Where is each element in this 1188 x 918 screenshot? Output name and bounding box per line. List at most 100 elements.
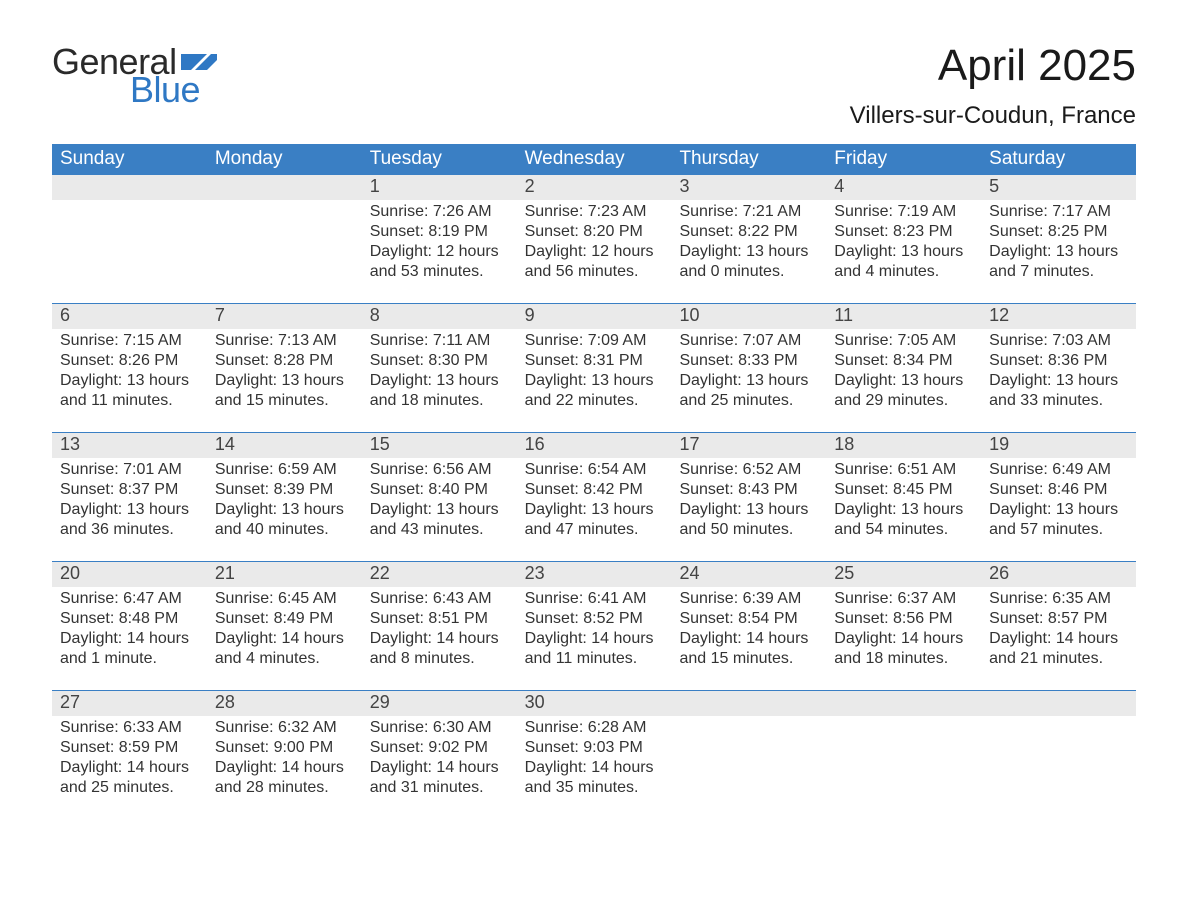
day-details: Sunrise: 6:47 AMSunset: 8:48 PMDaylight:… (52, 587, 207, 673)
sunset-text: Sunset: 8:46 PM (989, 480, 1128, 500)
sunrise-text: Sunrise: 6:54 AM (525, 460, 664, 480)
sunrise-text: Sunrise: 6:52 AM (679, 460, 818, 480)
day-number: 10 (671, 304, 826, 329)
day-number: 26 (981, 562, 1136, 587)
calendar-day (826, 691, 981, 819)
calendar-day (207, 175, 362, 303)
day-details: Sunrise: 6:45 AMSunset: 8:49 PMDaylight:… (207, 587, 362, 673)
day-number: 5 (981, 175, 1136, 200)
sunset-text: Sunset: 8:40 PM (370, 480, 509, 500)
calendar-week: 20Sunrise: 6:47 AMSunset: 8:48 PMDayligh… (52, 561, 1136, 690)
sunset-text: Sunset: 8:56 PM (834, 609, 973, 629)
weekday-header: Sunday (52, 144, 207, 175)
sunset-text: Sunset: 8:20 PM (525, 222, 664, 242)
day-number (826, 691, 981, 716)
calendar-day: 21Sunrise: 6:45 AMSunset: 8:49 PMDayligh… (207, 562, 362, 690)
sunset-text: Sunset: 8:31 PM (525, 351, 664, 371)
calendar-day (671, 691, 826, 819)
day-number: 28 (207, 691, 362, 716)
day-details: Sunrise: 7:13 AMSunset: 8:28 PMDaylight:… (207, 329, 362, 415)
calendar-day: 8Sunrise: 7:11 AMSunset: 8:30 PMDaylight… (362, 304, 517, 432)
title-block: April 2025 Villers-sur-Coudun, France (850, 44, 1136, 130)
daylight-text: Daylight: 13 hours and 4 minutes. (834, 242, 973, 282)
calendar-day: 6Sunrise: 7:15 AMSunset: 8:26 PMDaylight… (52, 304, 207, 432)
day-number (981, 691, 1136, 716)
day-details: Sunrise: 7:07 AMSunset: 8:33 PMDaylight:… (671, 329, 826, 415)
sunset-text: Sunset: 8:36 PM (989, 351, 1128, 371)
day-number: 24 (671, 562, 826, 587)
day-number: 4 (826, 175, 981, 200)
calendar-day: 12Sunrise: 7:03 AMSunset: 8:36 PMDayligh… (981, 304, 1136, 432)
daylight-text: Daylight: 14 hours and 18 minutes. (834, 629, 973, 669)
day-number: 3 (671, 175, 826, 200)
sunset-text: Sunset: 8:51 PM (370, 609, 509, 629)
sunset-text: Sunset: 8:37 PM (60, 480, 199, 500)
day-number: 13 (52, 433, 207, 458)
daylight-text: Daylight: 13 hours and 7 minutes. (989, 242, 1128, 282)
day-details (671, 716, 826, 722)
sunrise-text: Sunrise: 7:17 AM (989, 202, 1128, 222)
sunrise-text: Sunrise: 6:45 AM (215, 589, 354, 609)
sunrise-text: Sunrise: 6:51 AM (834, 460, 973, 480)
day-number: 21 (207, 562, 362, 587)
day-number: 12 (981, 304, 1136, 329)
calendar-day: 27Sunrise: 6:33 AMSunset: 8:59 PMDayligh… (52, 691, 207, 819)
daylight-text: Daylight: 13 hours and 40 minutes. (215, 500, 354, 540)
daylight-text: Daylight: 13 hours and 50 minutes. (679, 500, 818, 540)
day-details: Sunrise: 6:52 AMSunset: 8:43 PMDaylight:… (671, 458, 826, 544)
sunset-text: Sunset: 8:54 PM (679, 609, 818, 629)
sunset-text: Sunset: 8:42 PM (525, 480, 664, 500)
page-header: General Blue April 2025 Villers-sur-Coud… (52, 44, 1136, 130)
day-number (671, 691, 826, 716)
sunset-text: Sunset: 8:48 PM (60, 609, 199, 629)
daylight-text: Daylight: 14 hours and 4 minutes. (215, 629, 354, 669)
calendar-day: 24Sunrise: 6:39 AMSunset: 8:54 PMDayligh… (671, 562, 826, 690)
calendar-day (981, 691, 1136, 819)
daylight-text: Daylight: 14 hours and 1 minute. (60, 629, 199, 669)
sunset-text: Sunset: 9:00 PM (215, 738, 354, 758)
day-number: 17 (671, 433, 826, 458)
sunrise-text: Sunrise: 7:23 AM (525, 202, 664, 222)
day-number: 22 (362, 562, 517, 587)
sunset-text: Sunset: 8:57 PM (989, 609, 1128, 629)
sunrise-text: Sunrise: 7:01 AM (60, 460, 199, 480)
daylight-text: Daylight: 13 hours and 57 minutes. (989, 500, 1128, 540)
brand-logo: General Blue (52, 44, 217, 108)
sunset-text: Sunset: 8:45 PM (834, 480, 973, 500)
calendar-week: 1Sunrise: 7:26 AMSunset: 8:19 PMDaylight… (52, 175, 1136, 303)
calendar-day: 29Sunrise: 6:30 AMSunset: 9:02 PMDayligh… (362, 691, 517, 819)
day-details: Sunrise: 7:01 AMSunset: 8:37 PMDaylight:… (52, 458, 207, 544)
daylight-text: Daylight: 12 hours and 53 minutes. (370, 242, 509, 282)
day-number: 9 (517, 304, 672, 329)
calendar-page: General Blue April 2025 Villers-sur-Coud… (0, 0, 1188, 918)
calendar-day: 25Sunrise: 6:37 AMSunset: 8:56 PMDayligh… (826, 562, 981, 690)
calendar-day: 18Sunrise: 6:51 AMSunset: 8:45 PMDayligh… (826, 433, 981, 561)
sunset-text: Sunset: 8:30 PM (370, 351, 509, 371)
sunset-text: Sunset: 8:22 PM (679, 222, 818, 242)
sunrise-text: Sunrise: 7:09 AM (525, 331, 664, 351)
sunrise-text: Sunrise: 7:26 AM (370, 202, 509, 222)
sunset-text: Sunset: 8:26 PM (60, 351, 199, 371)
location-subtitle: Villers-sur-Coudun, France (850, 102, 1136, 130)
day-details: Sunrise: 6:30 AMSunset: 9:02 PMDaylight:… (362, 716, 517, 802)
sunrise-text: Sunrise: 6:30 AM (370, 718, 509, 738)
daylight-text: Daylight: 13 hours and 54 minutes. (834, 500, 973, 540)
calendar-day: 23Sunrise: 6:41 AMSunset: 8:52 PMDayligh… (517, 562, 672, 690)
day-details: Sunrise: 7:11 AMSunset: 8:30 PMDaylight:… (362, 329, 517, 415)
daylight-text: Daylight: 13 hours and 33 minutes. (989, 371, 1128, 411)
sunset-text: Sunset: 8:34 PM (834, 351, 973, 371)
calendar-day: 9Sunrise: 7:09 AMSunset: 8:31 PMDaylight… (517, 304, 672, 432)
weekday-header-row: Sunday Monday Tuesday Wednesday Thursday… (52, 144, 1136, 175)
calendar-day: 10Sunrise: 7:07 AMSunset: 8:33 PMDayligh… (671, 304, 826, 432)
day-number: 11 (826, 304, 981, 329)
sunset-text: Sunset: 8:28 PM (215, 351, 354, 371)
daylight-text: Daylight: 13 hours and 11 minutes. (60, 371, 199, 411)
sunrise-text: Sunrise: 7:21 AM (679, 202, 818, 222)
day-details: Sunrise: 6:56 AMSunset: 8:40 PMDaylight:… (362, 458, 517, 544)
daylight-text: Daylight: 13 hours and 0 minutes. (679, 242, 818, 282)
sunrise-text: Sunrise: 6:32 AM (215, 718, 354, 738)
day-number: 25 (826, 562, 981, 587)
sunset-text: Sunset: 8:25 PM (989, 222, 1128, 242)
day-number (207, 175, 362, 200)
sunset-text: Sunset: 8:52 PM (525, 609, 664, 629)
